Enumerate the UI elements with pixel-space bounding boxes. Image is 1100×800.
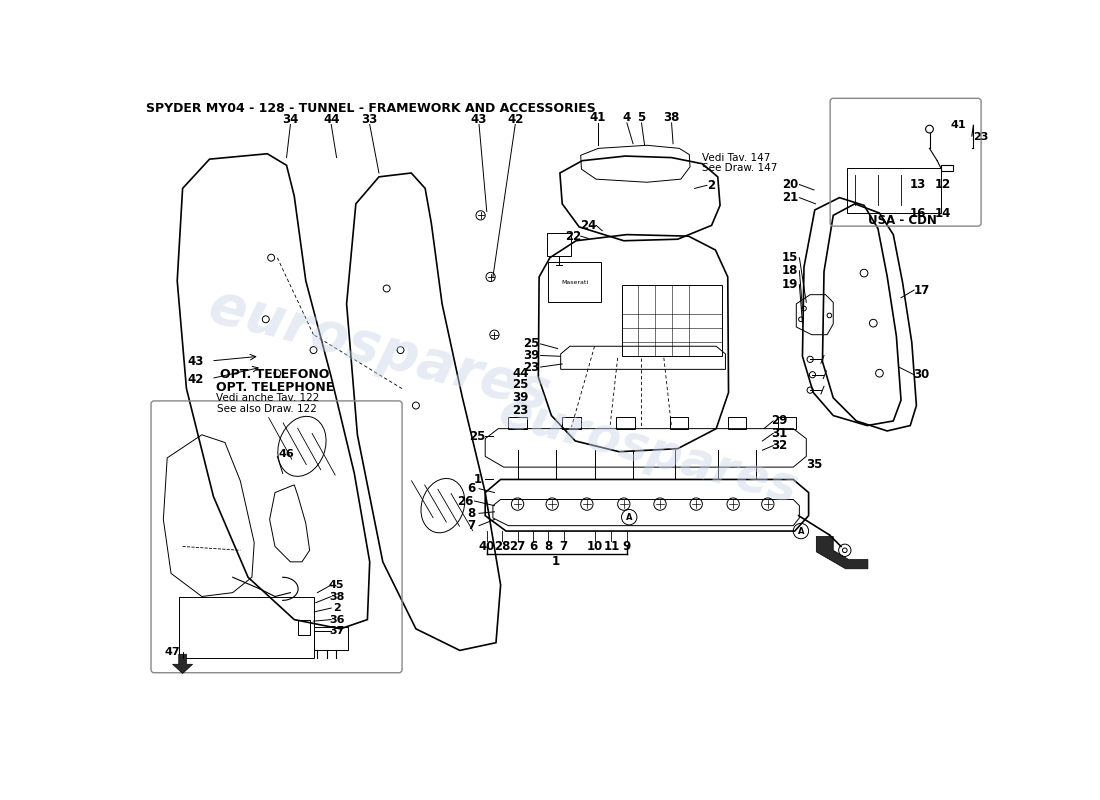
Text: 23: 23: [513, 404, 529, 417]
Text: 16: 16: [910, 206, 926, 219]
Text: 44: 44: [513, 366, 529, 380]
Text: 38: 38: [329, 591, 344, 602]
Bar: [314, 627, 348, 650]
Text: 27: 27: [509, 540, 526, 553]
Bar: [178, 597, 314, 658]
Text: USA - CDN: USA - CDN: [868, 214, 937, 227]
Polygon shape: [173, 654, 192, 674]
Text: 23: 23: [974, 132, 989, 142]
Text: 5: 5: [637, 111, 646, 124]
Text: 8: 8: [468, 507, 475, 520]
Text: 7: 7: [468, 519, 475, 532]
Text: 41: 41: [590, 111, 606, 124]
Text: 39: 39: [524, 349, 540, 362]
Text: See also Draw. 122: See also Draw. 122: [218, 404, 317, 414]
Text: 1: 1: [552, 554, 560, 567]
Text: 8: 8: [544, 540, 552, 553]
Text: See Draw. 147: See Draw. 147: [703, 163, 778, 174]
Bar: [670, 417, 689, 429]
Text: 39: 39: [513, 391, 529, 404]
Bar: [728, 417, 746, 429]
Text: 43: 43: [471, 113, 487, 126]
Bar: [778, 417, 796, 429]
Bar: [298, 619, 310, 635]
Text: 34: 34: [283, 113, 298, 126]
Text: eurospares: eurospares: [494, 387, 803, 513]
Text: 43: 43: [187, 355, 204, 368]
Text: 21: 21: [782, 191, 799, 204]
Text: 29: 29: [771, 414, 788, 427]
Text: 24: 24: [580, 219, 596, 232]
Text: 13: 13: [910, 178, 926, 191]
Text: 44: 44: [323, 113, 340, 126]
Text: OPT. TELEPHONE: OPT. TELEPHONE: [216, 381, 334, 394]
Text: A: A: [798, 526, 804, 535]
Bar: [616, 417, 635, 429]
Text: 18: 18: [782, 264, 799, 278]
Text: 36: 36: [329, 614, 344, 625]
Text: 7: 7: [560, 540, 568, 553]
Text: 11: 11: [604, 540, 619, 553]
Bar: [847, 168, 940, 213]
Text: 6: 6: [529, 540, 537, 553]
Text: 25: 25: [470, 430, 486, 443]
Text: Maserati: Maserati: [561, 280, 588, 285]
Text: 10: 10: [586, 540, 603, 553]
Text: OPT. TELEFONO: OPT. TELEFONO: [220, 368, 330, 382]
Text: A: A: [626, 513, 632, 522]
Text: 20: 20: [782, 178, 799, 191]
Bar: [942, 166, 953, 171]
Text: 32: 32: [771, 439, 788, 452]
Text: 26: 26: [456, 494, 473, 507]
Text: 22: 22: [565, 230, 581, 242]
Text: 1: 1: [473, 473, 482, 486]
Text: 28: 28: [494, 540, 510, 553]
Text: 6: 6: [468, 482, 475, 495]
Text: 42: 42: [507, 113, 524, 126]
Text: 41: 41: [950, 120, 967, 130]
Text: SPYDER MY04 - 128 - TUNNEL - FRAMEWORK AND ACCESSORIES: SPYDER MY04 - 128 - TUNNEL - FRAMEWORK A…: [146, 102, 596, 115]
Text: 38: 38: [663, 111, 680, 124]
Text: Vedi Tav. 147: Vedi Tav. 147: [703, 153, 771, 162]
Text: 25: 25: [524, 338, 540, 350]
Text: 23: 23: [524, 361, 539, 374]
Text: 35: 35: [806, 458, 822, 470]
Text: eurospares: eurospares: [202, 278, 556, 422]
Bar: [547, 233, 572, 256]
Text: 2: 2: [707, 179, 716, 192]
Text: 17: 17: [914, 283, 929, 297]
Text: 25: 25: [513, 378, 529, 391]
Bar: [508, 417, 527, 429]
Text: 12: 12: [935, 178, 950, 191]
Text: 42: 42: [187, 373, 204, 386]
Text: 30: 30: [914, 368, 929, 382]
Polygon shape: [816, 537, 868, 569]
Text: 9: 9: [623, 540, 631, 553]
Text: 45: 45: [329, 580, 344, 590]
Text: 47: 47: [165, 647, 180, 657]
Bar: [621, 286, 722, 356]
Text: 19: 19: [782, 278, 799, 291]
Text: 2: 2: [332, 603, 341, 613]
Text: 46: 46: [278, 449, 295, 459]
Text: 14: 14: [934, 206, 950, 219]
Bar: [548, 262, 601, 302]
Bar: [562, 417, 581, 429]
Text: 31: 31: [771, 426, 788, 440]
Text: 33: 33: [362, 113, 377, 126]
Text: 37: 37: [329, 626, 344, 636]
Text: Vedi anche Tav. 122: Vedi anche Tav. 122: [216, 393, 319, 403]
Text: 15: 15: [782, 251, 799, 264]
Text: 4: 4: [623, 111, 631, 124]
Text: 40: 40: [478, 540, 495, 553]
